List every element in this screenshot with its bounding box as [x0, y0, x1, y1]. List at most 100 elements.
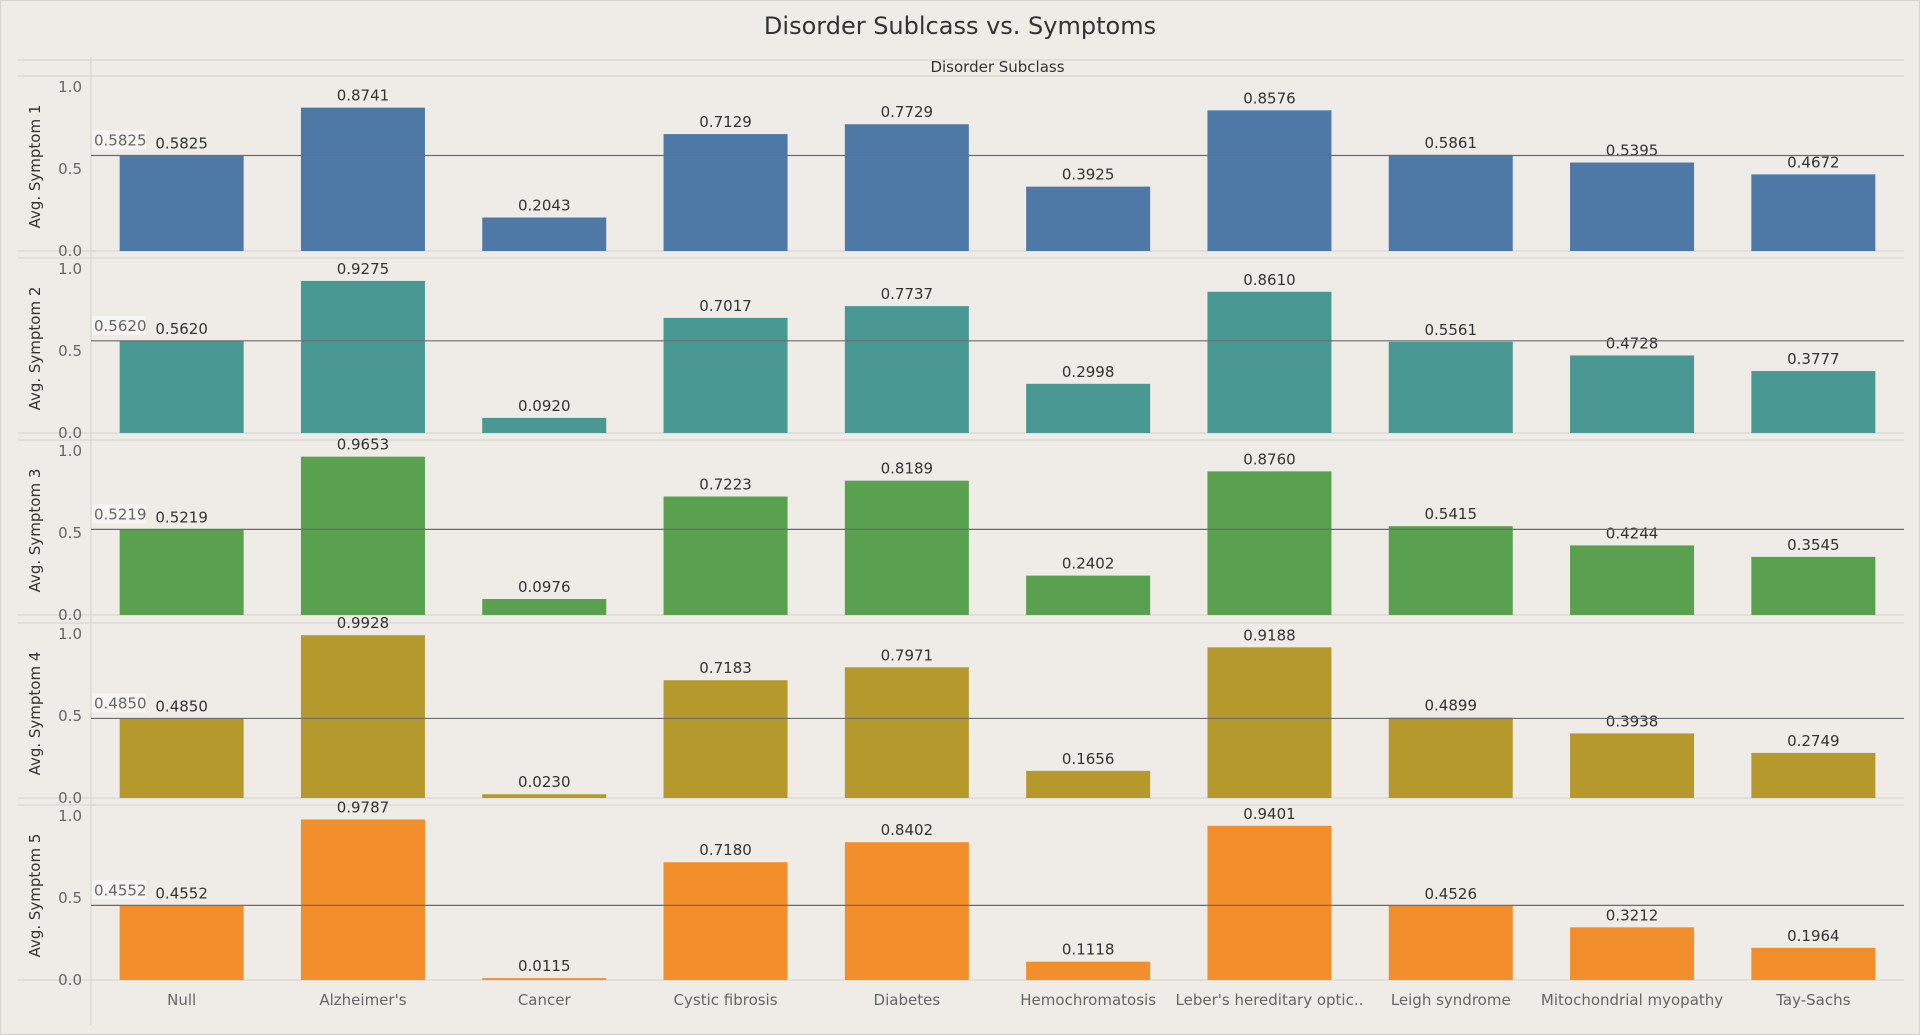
- reference-label-background: [92, 315, 146, 335]
- column-header-label: Disorder Subclass: [930, 58, 1064, 76]
- bar[interactable]: [482, 978, 607, 980]
- bar[interactable]: [1570, 927, 1695, 980]
- bar[interactable]: [663, 134, 788, 251]
- bar[interactable]: [1207, 825, 1332, 980]
- bar-value-label: 0.7971: [881, 646, 934, 664]
- y-tick-label: 0.0: [58, 606, 82, 624]
- bar-value-label: 0.4899: [1425, 697, 1478, 715]
- y-tick-label: 0.0: [58, 789, 82, 807]
- bar-value-label: 0.4672: [1787, 153, 1840, 171]
- bar-value-label: 0.3925: [1062, 166, 1115, 184]
- bar[interactable]: [1026, 383, 1151, 433]
- bar[interactable]: [300, 280, 425, 433]
- bar[interactable]: [1570, 733, 1695, 798]
- bar[interactable]: [1751, 752, 1876, 798]
- chart-title: Disorder Sublcass vs. Symptoms: [763, 12, 1157, 40]
- bar[interactable]: [1570, 162, 1695, 251]
- bar[interactable]: [1026, 186, 1151, 251]
- bar[interactable]: [482, 417, 607, 433]
- bar-value-label: 0.4850: [155, 697, 208, 715]
- bar[interactable]: [1388, 154, 1513, 251]
- y-tick-label: 0.5: [58, 889, 82, 907]
- bar[interactable]: [663, 862, 788, 980]
- bar-value-label: 0.7183: [699, 659, 752, 677]
- bar[interactable]: [300, 107, 425, 251]
- bar-value-label: 0.4552: [155, 884, 208, 902]
- bar[interactable]: [844, 667, 969, 798]
- bar-value-label: 0.4728: [1606, 334, 1659, 352]
- row-label-3: Avg. Symptom 3: [26, 469, 44, 593]
- bar-value-label: 0.8610: [1243, 271, 1296, 289]
- bar[interactable]: [1570, 355, 1695, 433]
- bar[interactable]: [1026, 961, 1151, 980]
- bar-value-label: 0.1964: [1787, 927, 1840, 945]
- bar[interactable]: [1570, 545, 1695, 615]
- bar[interactable]: [1026, 575, 1151, 615]
- bar[interactable]: [1207, 110, 1332, 251]
- bar[interactable]: [300, 635, 425, 798]
- bar[interactable]: [1207, 291, 1332, 433]
- bar[interactable]: [119, 718, 244, 798]
- bar-value-label: 0.0230: [518, 773, 571, 791]
- bar[interactable]: [482, 217, 607, 251]
- bar[interactable]: [1388, 526, 1513, 615]
- bar[interactable]: [1388, 341, 1513, 433]
- bar[interactable]: [1751, 371, 1876, 433]
- y-tick-label: 0.5: [58, 707, 82, 725]
- bar-value-label: 0.7223: [699, 476, 752, 494]
- y-tick-label: 0.5: [58, 160, 82, 178]
- bar-value-label: 0.5415: [1425, 505, 1478, 523]
- bar-value-label: 0.8741: [337, 87, 390, 105]
- bar-value-label: 0.2043: [518, 196, 571, 214]
- bar-value-label: 0.5219: [155, 508, 208, 526]
- bar-value-label: 0.5825: [155, 134, 208, 152]
- x-category-label: Diabetes: [874, 991, 941, 1009]
- bar[interactable]: [1751, 947, 1876, 980]
- bar[interactable]: [119, 905, 244, 980]
- bar-value-label: 0.5561: [1425, 321, 1478, 339]
- x-category-label: Null: [167, 991, 196, 1009]
- bar[interactable]: [119, 529, 244, 615]
- bar-value-label: 0.8189: [881, 460, 934, 478]
- bar-value-label: 0.3545: [1787, 536, 1840, 554]
- bar[interactable]: [482, 794, 607, 798]
- bar[interactable]: [119, 155, 244, 251]
- bar[interactable]: [844, 480, 969, 615]
- bar[interactable]: [1388, 717, 1513, 798]
- bar-value-label: 0.0115: [518, 957, 571, 975]
- bar[interactable]: [119, 340, 244, 433]
- bar-value-label: 0.7729: [881, 103, 934, 121]
- bar[interactable]: [663, 317, 788, 433]
- reference-line-label: 0.5825: [94, 131, 147, 149]
- bar-value-label: 0.9653: [337, 436, 390, 454]
- bar-value-label: 0.7017: [699, 297, 752, 315]
- bar[interactable]: [1026, 770, 1151, 798]
- bar[interactable]: [1751, 556, 1876, 615]
- x-category-label: Leigh syndrome: [1391, 991, 1511, 1009]
- x-category-label: Cystic fibrosis: [674, 991, 778, 1009]
- bar-value-label: 0.2998: [1062, 363, 1115, 381]
- bar[interactable]: [663, 496, 788, 615]
- bar-value-label: 0.9188: [1243, 626, 1296, 644]
- reference-line-label: 0.5620: [94, 317, 147, 335]
- bar[interactable]: [1751, 174, 1876, 251]
- bar[interactable]: [844, 124, 969, 251]
- bar[interactable]: [663, 680, 788, 798]
- bar[interactable]: [300, 456, 425, 615]
- bar[interactable]: [482, 598, 607, 615]
- row-label-4: Avg. Symptom 4: [26, 652, 44, 776]
- y-tick-label: 0.0: [58, 424, 82, 442]
- x-category-label: Leber's hereditary optic..: [1176, 991, 1364, 1009]
- bar-value-label: 0.9275: [337, 260, 390, 278]
- bar-value-label: 0.8576: [1243, 89, 1296, 107]
- bar[interactable]: [300, 819, 425, 980]
- bar[interactable]: [1207, 647, 1332, 798]
- y-tick-label: 0.5: [58, 342, 82, 360]
- bar-value-label: 0.8760: [1243, 450, 1296, 468]
- bar[interactable]: [1207, 471, 1332, 615]
- reference-line-label: 0.4850: [94, 694, 147, 712]
- y-tick-label: 1.0: [58, 78, 82, 96]
- bar[interactable]: [1388, 905, 1513, 980]
- bar[interactable]: [844, 306, 969, 433]
- bar[interactable]: [844, 842, 969, 980]
